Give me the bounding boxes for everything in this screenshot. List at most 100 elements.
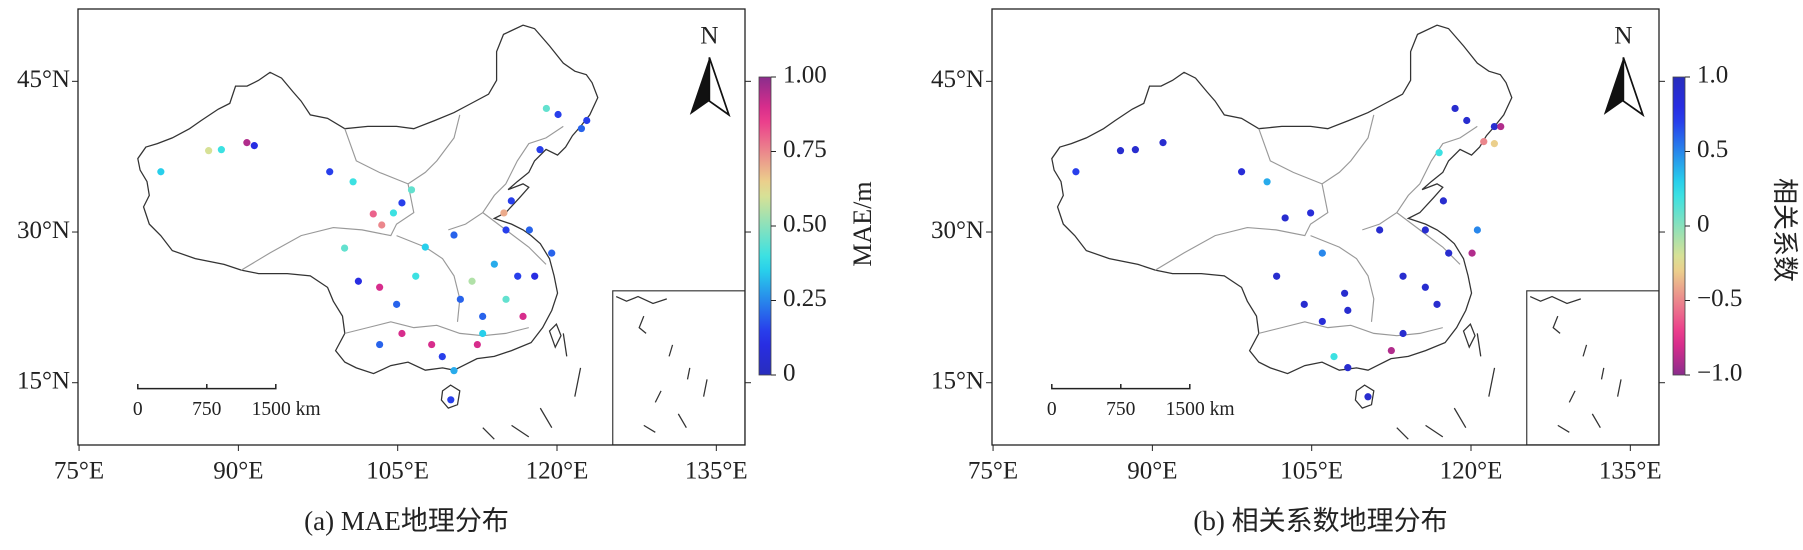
y-tick-label: 45°N — [17, 66, 70, 93]
station — [1318, 317, 1326, 326]
panels: N 0 750 1500 km 75°E 90°E 105°E 120°E 135°E 15°N 3… — [17, 8, 1799, 536]
station — [389, 209, 398, 217]
colorbar — [1672, 76, 1686, 376]
north-arrow — [1602, 56, 1644, 116]
map-frame — [991, 8, 1660, 446]
map-frame — [77, 8, 746, 446]
station — [1281, 214, 1289, 222]
station — [428, 340, 436, 349]
station — [1490, 122, 1498, 131]
station — [490, 260, 498, 268]
x-tick-label: 135°E — [1599, 458, 1662, 485]
station — [157, 168, 165, 176]
y-tick-label: 30°N — [931, 217, 984, 244]
station — [1399, 329, 1407, 338]
scale-bar-label: 0 — [1047, 399, 1057, 420]
station — [456, 295, 464, 303]
scale-bar — [1051, 383, 1191, 390]
y-tick-label: 45°N — [931, 66, 984, 93]
colorbar-tick-label: 0.50 — [783, 211, 827, 238]
x-tick-label: 135°E — [685, 458, 748, 485]
station — [1399, 272, 1407, 280]
map-area: N 0 750 1500 km — [133, 22, 745, 445]
station — [525, 226, 533, 234]
map-area: N 0 750 1500 km — [1047, 22, 1659, 445]
colorbar-tick-label: −0.5 — [1697, 285, 1742, 312]
station — [548, 249, 556, 257]
station — [1387, 346, 1395, 355]
station — [412, 272, 420, 280]
station — [1116, 147, 1125, 155]
station — [1435, 149, 1443, 157]
station — [1480, 138, 1488, 146]
colorbar-label: MAE/m — [848, 181, 877, 266]
station — [326, 168, 334, 176]
station — [1273, 272, 1281, 280]
station — [1237, 168, 1246, 176]
x-tick-label: 75°E — [968, 458, 1018, 485]
station — [243, 139, 251, 147]
station — [1376, 226, 1384, 234]
station — [473, 340, 481, 349]
station — [1344, 306, 1352, 314]
colorbar-tick-label: 0.5 — [1697, 136, 1728, 163]
station — [1159, 139, 1167, 147]
station — [398, 329, 406, 338]
station — [1300, 300, 1308, 308]
station — [577, 124, 586, 133]
north-label: N — [700, 22, 718, 50]
station — [217, 146, 225, 154]
colorbar-tick-label: 0 — [783, 360, 796, 387]
x-tick-label: 105°E — [1280, 458, 1343, 485]
station — [1421, 226, 1429, 234]
colorbar-tick-label: 0 — [1697, 211, 1710, 238]
colorbar-label: 相关系数 — [1770, 178, 1799, 282]
station — [1433, 300, 1441, 308]
station — [502, 226, 510, 234]
panel-title: (a) MAE地理分布 — [304, 506, 509, 536]
station — [369, 210, 377, 218]
colorbar-tick-label: 0.25 — [783, 285, 827, 312]
station — [1468, 249, 1476, 257]
x-tick-label: 75°E — [54, 458, 104, 485]
station — [1445, 249, 1453, 257]
station — [450, 367, 458, 375]
x-tick-label: 120°E — [526, 458, 589, 485]
station — [1364, 393, 1372, 401]
station — [1341, 289, 1349, 297]
north-arrow — [688, 56, 730, 116]
station — [583, 116, 591, 125]
x-tick-label: 90°E — [213, 458, 263, 485]
x-tick-label: 120°E — [1440, 458, 1503, 485]
north-label: N — [1614, 22, 1632, 50]
station — [378, 221, 386, 229]
station — [1344, 364, 1352, 372]
station — [1131, 146, 1139, 154]
station — [479, 329, 487, 338]
station — [349, 178, 357, 186]
station — [447, 396, 455, 404]
panel-title: (b) 相关系数地理分布 — [1193, 506, 1447, 536]
colorbar-tick-label: 0.75 — [783, 136, 827, 163]
station — [507, 197, 515, 205]
station — [250, 142, 258, 150]
station — [376, 340, 384, 349]
inset-map — [612, 290, 745, 445]
colorbar-tick-label: −1.0 — [1697, 360, 1742, 387]
scale-bar-label: 1500 km — [252, 399, 321, 420]
scale-bar-label: 1500 km — [1166, 399, 1235, 420]
station — [514, 272, 522, 280]
country-outline — [1051, 24, 1513, 440]
station — [468, 277, 476, 285]
colorbar-tick-label: 1.0 — [1697, 62, 1728, 89]
station — [479, 312, 487, 321]
station — [1263, 178, 1271, 186]
map-panel: N 0 750 1500 km 75°E 90°E 105°E 120°E 135°E 15°N 3… — [17, 8, 877, 536]
station — [1451, 104, 1459, 113]
station — [1307, 209, 1315, 217]
scale-bar-label: 750 — [1106, 399, 1136, 420]
station — [393, 300, 401, 308]
station — [1421, 283, 1429, 291]
station — [407, 186, 416, 194]
station — [340, 244, 349, 252]
